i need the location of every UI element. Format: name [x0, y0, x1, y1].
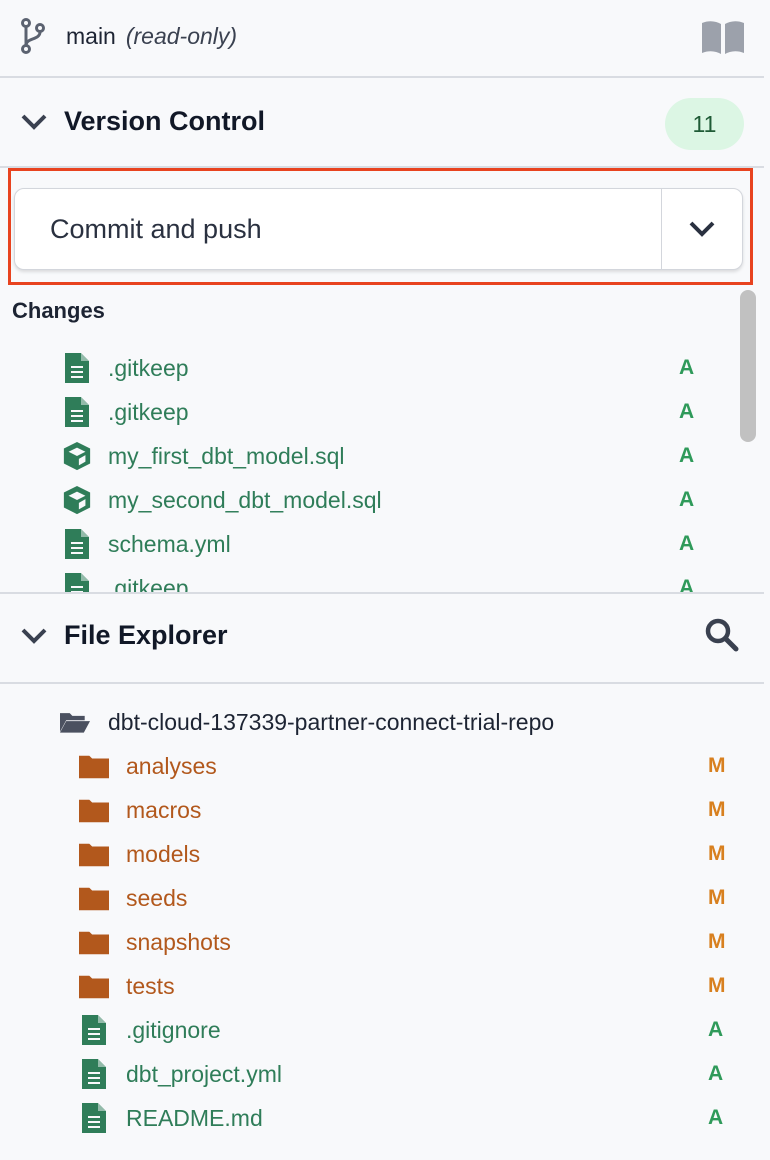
root-folder-name: dbt-cloud-137339-partner-connect-trial-r… — [108, 708, 555, 735]
change-status: A — [679, 576, 695, 592]
branch-name: main — [66, 22, 116, 49]
change-status: A — [679, 400, 695, 423]
change-file-name: .gitkeep — [108, 354, 189, 381]
change-item[interactable]: .gitkeep A — [0, 566, 734, 592]
tree-item-name: analyses — [126, 752, 217, 779]
folder-icon — [79, 973, 109, 999]
change-file-name: my_first_dbt_model.sql — [108, 442, 345, 469]
file-icon — [62, 353, 92, 383]
version-control-header[interactable]: Version Control — [20, 106, 265, 137]
highlight-box — [8, 168, 753, 285]
file-icon — [79, 1103, 109, 1133]
file-icon — [62, 573, 92, 592]
chevron-down-icon — [21, 114, 47, 130]
tree-item-status: M — [708, 930, 726, 953]
change-status: A — [679, 532, 695, 555]
file-icon — [79, 1015, 109, 1045]
commit-options-dropdown[interactable] — [662, 189, 742, 269]
branch-mode: (read-only) — [125, 22, 238, 49]
book-icon[interactable] — [702, 20, 744, 54]
changes-scrollbar[interactable] — [740, 290, 756, 592]
change-item[interactable]: .gitkeep A — [0, 390, 734, 434]
folder-icon — [79, 929, 109, 955]
change-file-name: .gitkeep — [108, 574, 189, 593]
version-control-title: Version Control — [64, 106, 266, 136]
change-file-name: .gitkeep — [108, 398, 189, 425]
folder-icon — [79, 753, 109, 779]
file-icon — [62, 529, 92, 559]
scrollbar-thumb[interactable] — [740, 290, 756, 442]
tree-item-status: M — [708, 754, 726, 777]
tree-item-name: .gitignore — [126, 1016, 221, 1043]
change-item[interactable]: my_second_dbt_model.sql A — [0, 478, 734, 522]
folder-icon — [79, 797, 109, 823]
search-icon[interactable] — [704, 617, 740, 653]
tree-folder[interactable]: models M — [0, 832, 734, 876]
tree-folder[interactable]: macros M — [0, 788, 734, 832]
model-cube-icon — [62, 484, 92, 516]
folder-open-icon — [60, 709, 90, 735]
tree-folder[interactable]: analyses M — [0, 744, 734, 788]
tree-item-name: models — [126, 840, 201, 867]
tree-folder[interactable]: tests M — [0, 964, 734, 1008]
file-explorer-title: File Explorer — [64, 620, 228, 650]
model-cube-icon — [62, 440, 92, 472]
tree-item-status: A — [708, 1106, 724, 1129]
tree-item-status: M — [708, 886, 726, 909]
chevron-down-icon — [689, 221, 715, 237]
change-item[interactable]: my_first_dbt_model.sql A — [0, 434, 734, 478]
file-icon — [79, 1059, 109, 1089]
file-icon — [62, 397, 92, 427]
change-status: A — [679, 356, 695, 379]
tree-file[interactable]: dbt_project.yml A — [0, 1052, 734, 1096]
file-tree: dbt-cloud-137339-partner-connect-trial-r… — [0, 700, 764, 1160]
file-explorer-header[interactable]: File Explorer — [20, 620, 228, 651]
tree-item-status: A — [708, 1018, 724, 1041]
tree-file[interactable]: .gitignore A — [0, 1008, 734, 1052]
change-file-name: schema.yml — [108, 530, 231, 557]
tree-file[interactable]: README.md A — [0, 1096, 734, 1140]
tree-item-status: M — [708, 798, 726, 821]
tree-item-name: tests — [126, 972, 175, 999]
change-item[interactable]: schema.yml A — [0, 522, 734, 566]
branch-indicator: main (read-only) — [20, 18, 237, 54]
tree-item-name: seeds — [126, 884, 188, 911]
tree-item-name: macros — [126, 796, 202, 823]
chevron-down-icon — [21, 628, 47, 644]
change-file-name: my_second_dbt_model.sql — [108, 486, 382, 513]
tree-item-status: M — [708, 842, 726, 865]
change-item[interactable]: .gitkeep A — [0, 346, 734, 390]
changes-label: Changes — [12, 298, 105, 323]
tree-item-name: dbt_project.yml — [126, 1060, 282, 1087]
folder-icon — [79, 885, 109, 911]
tree-folder[interactable]: seeds M — [0, 876, 734, 920]
changes-count-badge: 11 — [665, 98, 744, 150]
commit-split-button: Commit and push — [14, 188, 743, 270]
changes-list: .gitkeep A .gitkeep A my_first_dbt_model… — [0, 340, 734, 592]
tree-folder[interactable]: snapshots M — [0, 920, 734, 964]
change-status: A — [679, 488, 695, 511]
change-status: A — [679, 444, 695, 467]
tree-root-folder[interactable]: dbt-cloud-137339-partner-connect-trial-r… — [0, 700, 734, 744]
folder-icon — [79, 841, 109, 867]
commit-and-push-button[interactable]: Commit and push — [15, 189, 662, 269]
tree-item-name: snapshots — [126, 928, 231, 955]
git-branch-icon — [21, 18, 45, 54]
tree-item-name: README.md — [126, 1104, 263, 1131]
tree-item-status: A — [708, 1062, 724, 1085]
tree-item-status: M — [708, 974, 726, 997]
